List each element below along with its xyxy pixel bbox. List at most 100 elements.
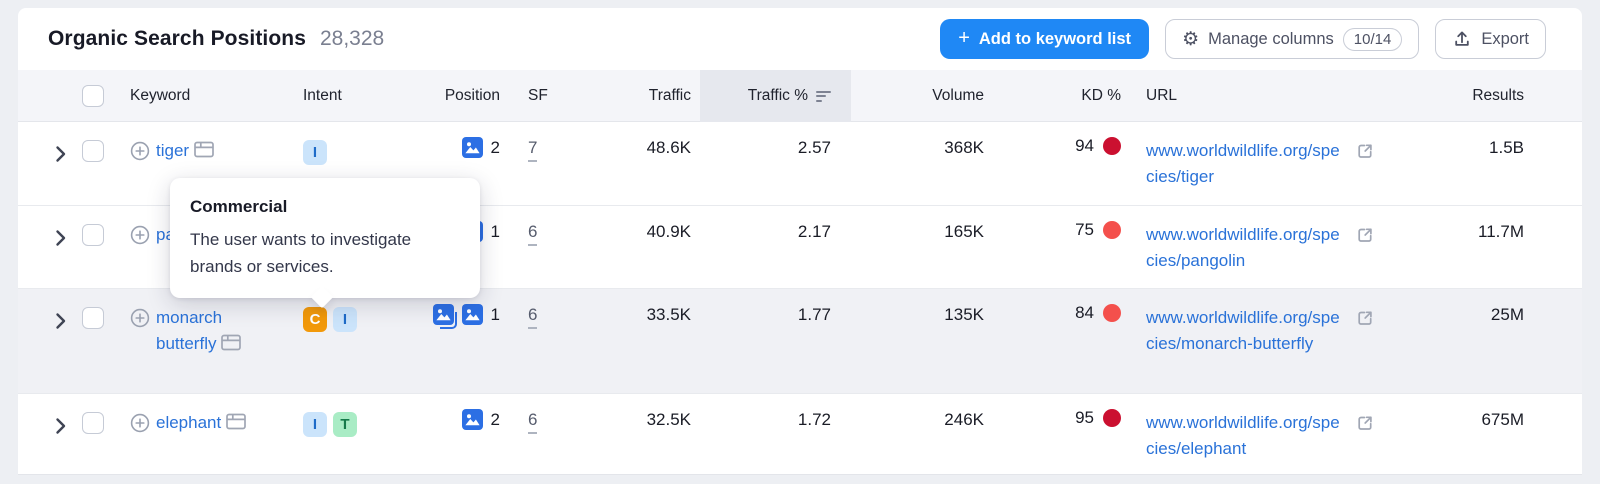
intent-badge-transactional[interactable]: T [333,412,357,437]
position-value: 1 [490,304,500,324]
keyword-link[interactable]: monarch butterfly [156,308,223,353]
row-checkbox[interactable] [82,307,104,329]
volume-value: 246K [944,410,984,429]
export-button[interactable]: Export [1435,19,1546,59]
add-keyword-icon[interactable] [130,308,150,328]
kd-difficulty-dot [1103,221,1121,239]
expand-row-chevron[interactable] [52,305,70,336]
results-value: 675M [1481,410,1524,429]
table-row-tiger: tiger I 2 7 48.6K 2.57 368K 94 www.world… [18,122,1582,205]
row-checkbox[interactable] [82,224,104,246]
column-header-position[interactable]: Position [444,87,500,104]
add-keyword-icon[interactable] [130,413,150,433]
export-label: Export [1481,29,1529,48]
traffic-pct-value: 1.72 [797,410,831,429]
volume-value: 135K [944,305,984,324]
panel-header: Organic Search Positions 28,328 + Add to… [18,8,1582,70]
serp-preview-icon[interactable] [226,413,247,430]
column-header-kd[interactable]: KD % [1081,87,1121,104]
external-link-icon[interactable] [1355,413,1375,433]
page-title: Organic Search Positions [48,27,306,50]
traffic-value: 40.9K [646,222,691,241]
image-pack-icon[interactable] [461,409,483,430]
column-header-sf[interactable]: SF [528,87,548,104]
expand-row-chevron[interactable] [52,410,70,441]
manage-columns-button[interactable]: ⚙ Manage columns 10/14 [1165,19,1420,59]
serp-features-count[interactable]: 6 [528,222,538,246]
select-all-cell [74,85,118,107]
plus-icon: + [958,26,970,49]
column-header-keyword[interactable]: Keyword [130,87,191,104]
manage-columns-label: Manage columns [1208,29,1334,48]
volume-value: 165K [944,222,984,241]
serp-preview-icon[interactable] [194,141,214,158]
url-link[interactable]: www.worldwildlife.org/species/elephant [1146,413,1340,458]
keyword-link[interactable]: elephant [156,413,222,432]
results-value: 25M [1490,305,1524,324]
chevron-right-icon [56,418,66,434]
intent-tooltip: Commercial The user wants to investigate… [170,178,480,309]
add-to-keyword-list-button[interactable]: + Add to keyword list [940,19,1150,59]
tooltip-title: Commercial [190,197,288,216]
column-header-traffic[interactable]: Traffic [648,87,691,104]
kd-value: 95 [1075,408,1094,427]
column-header-volume[interactable]: Volume [932,87,984,104]
url-link[interactable]: www.worldwildlife.org/species/monarch-bu… [1146,308,1340,353]
export-icon [1455,31,1470,46]
serp-features-count[interactable]: 6 [528,410,538,434]
row-checkbox[interactable] [82,412,104,434]
expand-row-chevron[interactable] [52,138,70,169]
serp-preview-icon[interactable] [221,334,242,351]
table-row-monarch-butterfly: monarch butterfly C I 1 6 33.5K 1.77 135… [18,288,1582,393]
total-count: 28,328 [319,27,385,50]
kd-difficulty-dot [1103,409,1121,427]
external-link-icon[interactable] [1355,225,1375,245]
position-value: 2 [490,409,500,429]
image-pack-icon[interactable] [461,304,483,325]
kd-value: 75 [1075,220,1094,239]
serp-features-count[interactable]: 7 [528,138,538,162]
traffic-value: 32.5K [646,410,691,429]
intent-badge-informational[interactable]: I [303,412,327,437]
select-all-checkbox[interactable] [82,85,104,107]
add-to-keyword-list-label: Add to keyword list [978,29,1132,48]
intent-badge-commercial[interactable]: C [303,307,327,332]
intent-badge-informational[interactable]: I [303,140,327,165]
add-keyword-icon[interactable] [130,141,150,161]
column-header-traffic-pct[interactable]: Traffic % [700,70,851,122]
table-row-elephant: elephant I T 2 6 32.5K 1.72 246K 95 www.… [18,393,1582,479]
column-header-url[interactable]: URL [1146,87,1178,104]
expand-row-chevron[interactable] [52,222,70,253]
table-header-row: Keyword Intent Position SF Traffic Traff… [18,70,1582,122]
traffic-pct-label: Traffic % [747,87,808,104]
row-checkbox[interactable] [82,140,104,162]
external-link-icon[interactable] [1355,141,1375,161]
traffic-value: 33.5K [646,305,691,324]
header-actions: + Add to keyword list ⚙ Manage columns 1… [940,19,1546,59]
traffic-pct-value: 2.57 [797,138,831,157]
url-link[interactable]: www.worldwildlife.org/species/tiger [1146,141,1340,186]
volume-value: 368K [944,138,984,157]
tooltip-body: The user wants to investigate brands or … [190,230,412,276]
external-link-icon[interactable] [1355,308,1375,328]
chevron-right-icon [56,230,66,246]
keyword-link[interactable]: tiger [156,141,190,160]
sort-descending-icon [816,90,831,102]
traffic-value: 48.6K [646,138,691,157]
kd-difficulty-dot [1103,304,1121,322]
images-carousel-icon[interactable] [432,304,458,329]
add-keyword-icon[interactable] [130,225,150,245]
column-header-intent[interactable]: Intent [303,87,342,104]
traffic-pct-value: 1.77 [797,305,831,324]
results-value: 1.5B [1489,138,1524,157]
intent-badge-informational[interactable]: I [333,307,357,332]
serp-features-count[interactable]: 6 [528,305,538,329]
kd-value: 84 [1075,303,1094,322]
image-pack-icon[interactable] [461,137,483,158]
position-value: 1 [490,221,500,241]
chevron-right-icon [56,146,66,162]
url-link[interactable]: www.worldwildlife.org/species/pangolin [1146,225,1340,270]
gear-icon: ⚙ [1182,28,1200,50]
column-header-results[interactable]: Results [1472,87,1524,104]
traffic-pct-value: 2.17 [797,222,831,241]
